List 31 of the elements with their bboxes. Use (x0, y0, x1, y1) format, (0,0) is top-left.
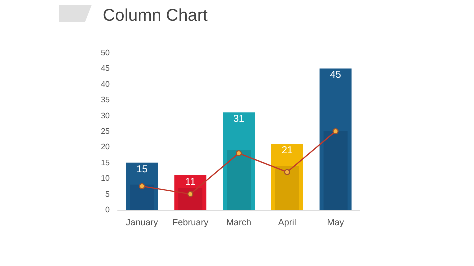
y-tick-label: 30 (101, 111, 111, 120)
y-tick-label: 25 (101, 127, 111, 136)
x-tick-label: January (126, 218, 159, 228)
point (188, 191, 194, 198)
x-tick-label: April (278, 218, 296, 228)
data-label: 11 (185, 176, 196, 188)
y-tick-label: 50 (101, 48, 111, 58)
data-label: 45 (330, 70, 342, 82)
bar (227, 150, 251, 210)
y-tick-label: 35 (101, 96, 111, 105)
data-label: 31 (233, 114, 245, 126)
data-label: 21 (282, 146, 294, 157)
x-tick-label: March (226, 218, 252, 228)
y-tick-label: 20 (101, 142, 111, 152)
point (139, 183, 146, 190)
y-tick-label: 45 (101, 64, 111, 74)
point (236, 150, 242, 156)
y-tick-label: 15 (101, 158, 111, 168)
data-label: 15 (136, 164, 148, 176)
y-tick-label: 10 (101, 174, 111, 184)
point (332, 128, 339, 134)
x-tick-label: May (327, 218, 345, 228)
y-tick-label: 5 (106, 190, 111, 199)
x-tick-label: February (172, 218, 210, 228)
bar (275, 166, 300, 210)
bar (178, 188, 203, 210)
y-tick-label: 0 (106, 206, 111, 214)
chart-title: Column Chart (103, 6, 208, 25)
y-tick-label: 40 (101, 80, 111, 89)
point (284, 169, 290, 176)
bar (324, 132, 348, 210)
